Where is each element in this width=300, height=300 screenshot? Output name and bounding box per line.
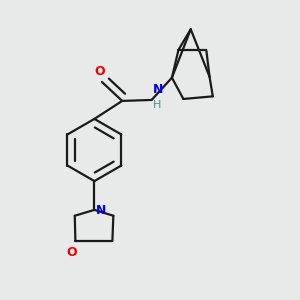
Text: O: O [94, 65, 105, 78]
Text: N: N [96, 204, 107, 217]
Text: O: O [67, 245, 77, 259]
Text: N: N [153, 83, 163, 96]
Text: H: H [153, 100, 161, 110]
